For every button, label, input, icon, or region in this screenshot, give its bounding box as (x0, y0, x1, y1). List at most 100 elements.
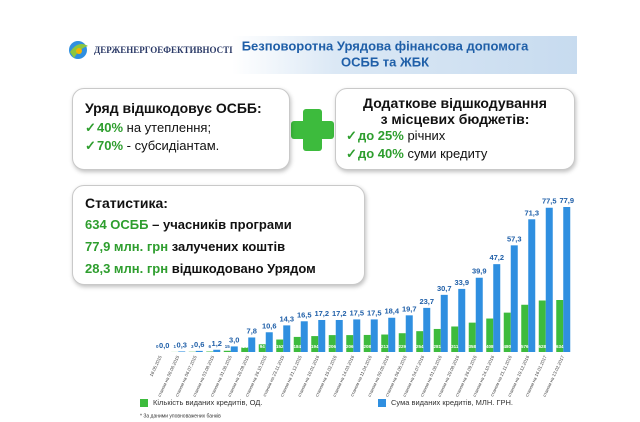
value-label: 30,7 (437, 284, 452, 293)
value-label: 18,4 (384, 307, 399, 316)
bar (248, 337, 256, 352)
bar (398, 333, 406, 352)
value-label: 208 (363, 344, 371, 349)
bar (451, 326, 459, 352)
value-label: 213 (381, 344, 389, 349)
value-label: 0,0 (159, 341, 169, 350)
value-label: 77,9 (559, 196, 574, 205)
value-label: 15 (225, 344, 231, 349)
value-label: 16,5 (297, 310, 312, 319)
bar (493, 264, 501, 352)
value-label: 358 (468, 344, 476, 349)
bar (230, 346, 238, 352)
item-text: річних (407, 128, 446, 143)
bar (521, 304, 529, 352)
plus-icon (291, 109, 334, 151)
bar (556, 300, 564, 352)
title: Безповоротна Урядова фінансова допомога (242, 38, 529, 53)
value-label: 206 (346, 344, 354, 349)
bar (178, 351, 186, 352)
bar (346, 335, 354, 352)
bar (283, 325, 291, 352)
item-text: - субсидіантам. (126, 138, 220, 153)
bar (388, 317, 396, 352)
logo-text: ДЕРЖЕНЕРГОЕФЕКТИВНОСТІ (94, 45, 233, 55)
bar (311, 336, 319, 352)
value-label: 14,3 (279, 314, 294, 323)
title: ОСББ та ЖБК (341, 54, 429, 69)
footnote: * За даними уповноважених банків (140, 413, 221, 419)
item: 77,9 млн. грн залучених коштів (85, 236, 364, 258)
value-label: 94 (260, 344, 266, 349)
bar (335, 319, 343, 352)
value-label: 17,2 (332, 309, 347, 318)
value-label: 576 (521, 344, 529, 349)
value-label: 0,6 (194, 340, 204, 349)
value-label: 1 (173, 344, 176, 349)
highlight: 70% (97, 138, 124, 153)
value-label: 10,6 (262, 321, 277, 330)
bar (363, 334, 371, 352)
value-label: 3,0 (229, 335, 239, 344)
bar (328, 335, 336, 352)
highlight: 77,9 млн. грн (85, 239, 169, 254)
box-local: Додаткове відшкодування з місцевих бюдже… (335, 88, 575, 170)
bar (293, 336, 301, 352)
value-label: 1,2 (212, 339, 222, 348)
value-label: 206 (328, 344, 336, 349)
bar (563, 207, 571, 352)
bar (213, 349, 221, 352)
highlight: до 40% (358, 146, 404, 161)
value-label: 634 (556, 344, 564, 349)
bar (276, 339, 284, 352)
bar (486, 318, 494, 352)
value-label: 39,9 (472, 267, 487, 276)
value-label: 0,3 (177, 340, 187, 349)
item-text: відшкодовано Урядом (171, 261, 316, 276)
value-label: 184 (293, 344, 301, 349)
value-label: 17,5 (349, 308, 364, 317)
value-label: 480 (503, 344, 511, 349)
item: ✓70% - субсидіантам. (85, 138, 220, 153)
value-label: 254 (416, 344, 424, 349)
value-label: 281 (433, 344, 441, 349)
value-label: 628 (538, 344, 546, 349)
legend-label: Кількість виданих кредитів, ОД. (153, 398, 262, 407)
bar (381, 334, 389, 352)
item: ✓до 40% суми кредиту (346, 146, 488, 161)
bar (370, 319, 378, 352)
bar (440, 294, 448, 352)
value-label: 6 (208, 344, 211, 349)
value-label: 33,9 (454, 278, 469, 287)
bar (528, 219, 536, 352)
value-label: 408 (486, 344, 494, 349)
legend-label: Сума виданих кредитів, МЛН. ГРН. (391, 398, 513, 407)
box-heading: Додаткове відшкодування (363, 95, 547, 111)
value-label: 7,8 (247, 326, 257, 335)
item-text: залучених коштів (171, 239, 286, 254)
value-label: 0 (156, 344, 159, 349)
value-label: 77,5 (542, 197, 557, 206)
value-label: 57,3 (507, 234, 522, 243)
highlight: 28,3 млн. грн (85, 261, 169, 276)
box-heading: Статистика: (85, 195, 168, 211)
box-stats: Статистика: 634 ОСББ – учасників програм… (72, 185, 365, 285)
bar (318, 319, 326, 352)
item-text: – учасників програми (152, 217, 292, 232)
item: ✓40% на утеплення; (85, 120, 212, 135)
bar (265, 332, 273, 352)
bar (405, 315, 413, 352)
box-heading: з місцевих бюджетів: (380, 111, 530, 127)
box-heading: Уряд відшкодовує ОСББ: (85, 100, 262, 116)
bar (475, 277, 483, 352)
item-text: на утеплення; (126, 120, 212, 135)
highlight: 634 ОСББ (85, 217, 149, 232)
value-label: 17,5 (367, 308, 382, 317)
bar (223, 350, 231, 352)
bar (458, 288, 466, 352)
bar (416, 331, 424, 352)
bar (423, 307, 431, 352)
highlight: до 25% (358, 128, 404, 143)
